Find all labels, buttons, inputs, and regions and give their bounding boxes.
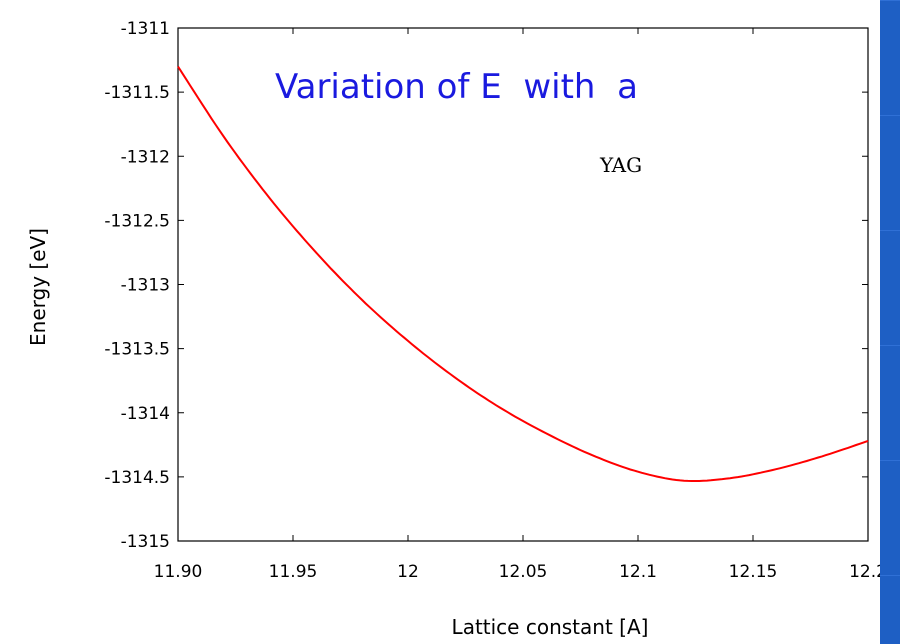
y-tick-label: -1312	[121, 147, 170, 167]
x-tick-label: 12.2	[849, 562, 880, 582]
chart-panel: 11.90 11.95 12 12.05 12.1 12.15 12.2 -1311 -1311…	[0, 0, 880, 644]
y-axis-label: Energy [eV]	[26, 228, 50, 346]
x-tick-label: 12.1	[619, 562, 657, 582]
y-tick-label: -1314.5	[104, 468, 170, 488]
y-tick-label: -1314	[121, 404, 170, 424]
energy-curve	[177, 65, 869, 482]
y-tick-label: -1311	[121, 19, 170, 39]
x-tick-label: 11.95	[269, 562, 318, 582]
y-tick-label: -1315	[121, 532, 170, 552]
y-tick-label: -1313.5	[104, 340, 170, 360]
x-tick-label: 12	[397, 562, 419, 582]
y-tick-label: -1313	[121, 276, 170, 296]
y-tick-label: -1311.5	[104, 83, 170, 103]
yag-annotation: YAG	[599, 153, 642, 177]
plot-frame	[177, 27, 869, 542]
slide-title: Variation of E with a	[275, 67, 638, 107]
x-axis-label: Lattice constant [A]	[452, 615, 649, 639]
energy-vs-lattice-chart: 11.90 11.95 12 12.05 12.1 12.15 12.2 -1311 -1311…	[26, 19, 880, 639]
x-tick-label: 12.05	[499, 562, 548, 582]
x-tick-label: 11.90	[154, 562, 203, 582]
y-tick-label: -1312.5	[104, 211, 170, 231]
x-tick-label: 12.15	[729, 562, 778, 582]
